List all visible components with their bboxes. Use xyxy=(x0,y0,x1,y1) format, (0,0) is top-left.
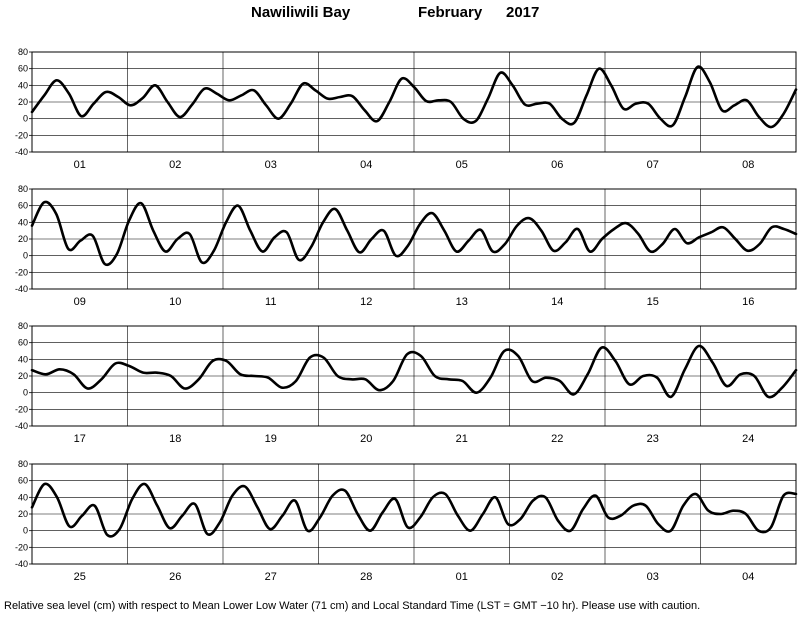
day-label: 21 xyxy=(456,433,468,445)
day-label: 01 xyxy=(74,159,86,171)
y-tick-label: -40 xyxy=(15,284,28,294)
y-tick-label: 40 xyxy=(18,492,28,502)
tide-curve xyxy=(30,482,798,538)
y-tick-label: 0 xyxy=(23,388,28,398)
day-label: 15 xyxy=(647,296,659,308)
y-tick-label: -20 xyxy=(15,542,28,552)
chart-title-month: February xyxy=(418,4,483,21)
title-row: Nawiliwili Bay February 2017 xyxy=(0,4,800,24)
day-label: 26 xyxy=(169,571,181,583)
y-tick-label: 40 xyxy=(18,80,28,90)
y-tick-label: 40 xyxy=(18,354,28,364)
day-label: 22 xyxy=(551,433,563,445)
y-tick-label: 60 xyxy=(18,201,28,211)
y-tick-label: 0 xyxy=(23,251,28,261)
day-label: 08 xyxy=(742,159,754,171)
y-tick-label: 20 xyxy=(18,234,28,244)
tide-curve xyxy=(30,344,798,399)
day-label: 13 xyxy=(456,296,468,308)
day-label: 03 xyxy=(647,571,659,583)
day-label: 14 xyxy=(551,296,563,308)
y-tick-label: 0 xyxy=(23,114,28,124)
y-tick-label: 40 xyxy=(18,217,28,227)
day-label: 05 xyxy=(456,159,468,171)
day-label: 24 xyxy=(742,433,754,445)
y-tick-label: -40 xyxy=(15,559,28,569)
y-tick-label: 20 xyxy=(18,509,28,519)
chart-title-year: 2017 xyxy=(506,4,540,21)
day-label: 19 xyxy=(265,433,277,445)
y-tick-label: 20 xyxy=(18,97,28,107)
y-tick-label: 80 xyxy=(18,47,28,57)
y-tick-label: -40 xyxy=(15,147,28,157)
tide-curve xyxy=(30,200,798,267)
y-tick-label: -20 xyxy=(15,404,28,414)
day-label: 01 xyxy=(456,571,468,583)
day-label: 10 xyxy=(169,296,181,308)
day-label: 09 xyxy=(74,296,86,308)
day-label: 12 xyxy=(360,296,372,308)
y-tick-label: 60 xyxy=(18,476,28,486)
footer-note: Relative sea level (cm) with respect to … xyxy=(4,600,701,612)
day-label: 04 xyxy=(360,159,372,171)
day-label: 06 xyxy=(551,159,563,171)
day-label: 28 xyxy=(360,571,372,583)
day-label: 27 xyxy=(265,571,277,583)
y-tick-label: 20 xyxy=(18,371,28,381)
day-label: 11 xyxy=(265,296,276,308)
y-tick-label: 80 xyxy=(18,184,28,194)
day-label: 25 xyxy=(74,571,86,583)
y-tick-label: 80 xyxy=(18,321,28,331)
day-label: 04 xyxy=(742,571,754,583)
y-tick-label: 60 xyxy=(18,338,28,348)
day-label: 03 xyxy=(265,159,277,171)
day-label: 17 xyxy=(74,433,86,445)
y-tick-label: -20 xyxy=(15,130,28,140)
day-label: 23 xyxy=(647,433,659,445)
day-label: 02 xyxy=(169,159,181,171)
day-label: 18 xyxy=(169,433,181,445)
chart-title-station: Nawiliwili Bay xyxy=(251,4,351,21)
day-label: 16 xyxy=(742,296,754,308)
y-tick-label: 60 xyxy=(18,64,28,74)
y-tick-label: -20 xyxy=(15,267,28,277)
y-tick-label: 80 xyxy=(18,459,28,469)
y-tick-label: -40 xyxy=(15,421,28,431)
day-label: 02 xyxy=(551,571,563,583)
day-label: 07 xyxy=(647,159,659,171)
day-label: 20 xyxy=(360,433,372,445)
tide-curve xyxy=(30,65,798,129)
y-tick-label: 0 xyxy=(23,526,28,536)
